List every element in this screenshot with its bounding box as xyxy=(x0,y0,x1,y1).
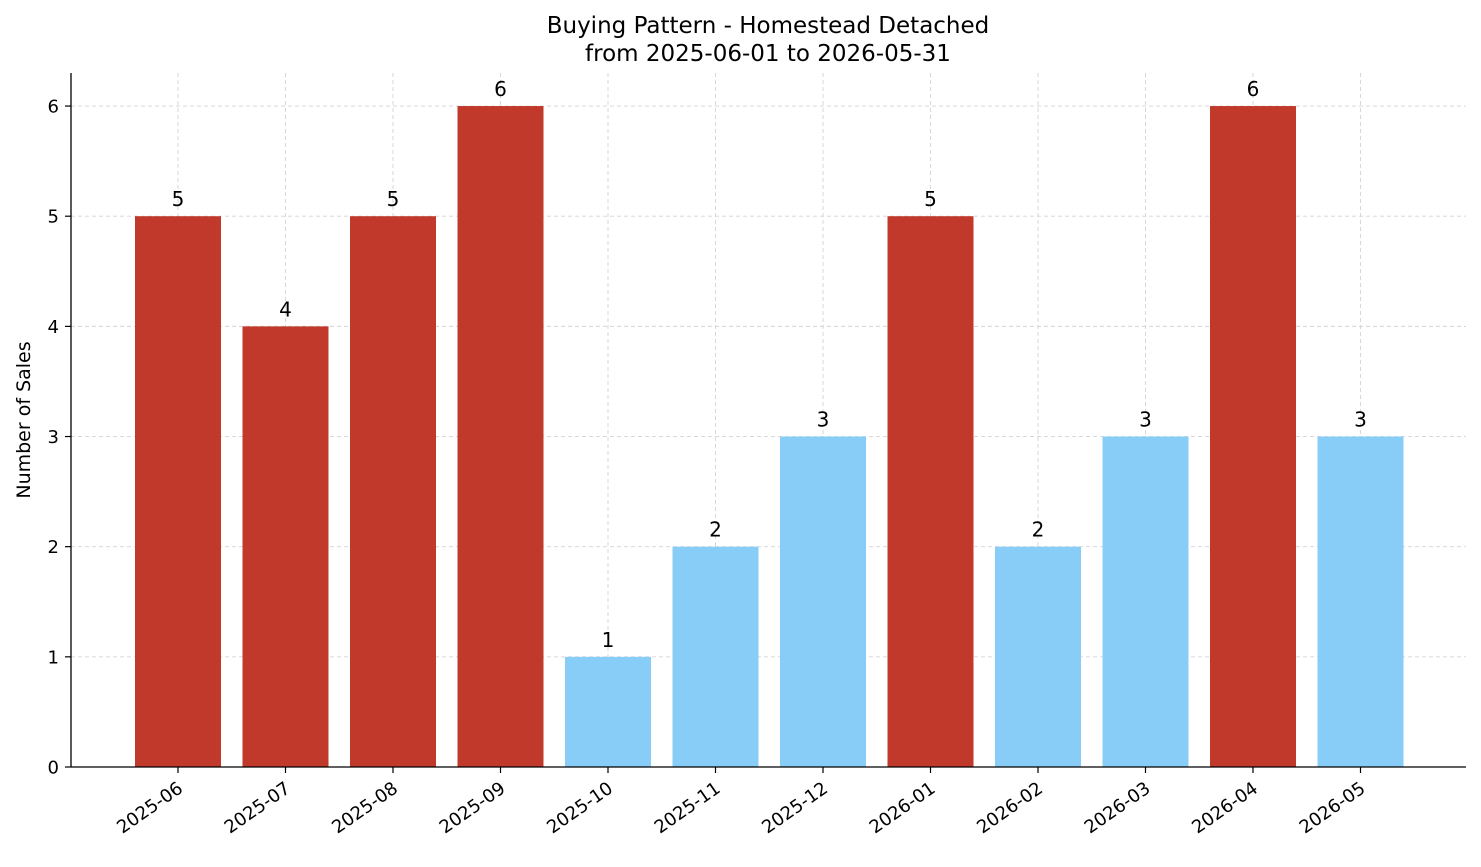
bar-2025-06 xyxy=(135,216,221,767)
chart-subtitle: from 2025-06-01 to 2026-05-31 xyxy=(585,41,951,67)
x-tick-label: 2025-09 xyxy=(436,778,510,838)
bar-value-label: 3 xyxy=(1139,408,1152,432)
axes xyxy=(70,73,1466,768)
x-tick-label: 2026-05 xyxy=(1296,778,1370,838)
bar-value-label: 1 xyxy=(602,628,615,652)
chart-title: Buying Pattern - Homestead Detached xyxy=(547,13,990,39)
x-tick-label: 2025-08 xyxy=(328,778,402,838)
bar-2025-07 xyxy=(242,326,329,767)
y-tick-label: 1 xyxy=(48,647,59,668)
x-ticks: 2025-06 2025-07 2025-08 2025-09 2025-10 2025-… xyxy=(113,767,1369,838)
x-tick-label: 2026-04 xyxy=(1188,778,1262,838)
bar-value-label: 5 xyxy=(924,187,937,211)
y-ticks: 0 1 2 3 4 5 6 xyxy=(48,97,71,779)
x-tick-label: 2025-11 xyxy=(651,778,725,838)
x-tick-label: 2026-03 xyxy=(1081,778,1155,838)
bar-value-label: 2 xyxy=(709,518,722,542)
y-tick-label: 5 xyxy=(48,207,59,228)
x-tick-label: 2026-02 xyxy=(973,778,1047,838)
bar-2025-09 xyxy=(457,106,544,768)
y-tick-label: 6 xyxy=(48,97,59,118)
bar-value-label: 5 xyxy=(172,187,185,211)
bar-value-label: 2 xyxy=(1032,518,1045,542)
bar-2025-12 xyxy=(780,436,866,767)
x-tick-label: 2025-06 xyxy=(113,778,187,838)
y-tick-label: 3 xyxy=(48,427,59,448)
x-tick-label: 2026-01 xyxy=(866,778,940,838)
data-labels: 5 4 5 6 1 2 3 5 2 3 6 3 xyxy=(172,77,1367,652)
x-tick-label: 2025-07 xyxy=(221,778,295,838)
y-axis-label: Number of Sales xyxy=(13,341,35,498)
bar-2025-10 xyxy=(565,656,651,767)
bar-2026-03 xyxy=(1102,436,1189,767)
bar-value-label: 5 xyxy=(387,187,400,211)
y-tick-label: 0 xyxy=(48,758,59,779)
bar-2026-01 xyxy=(887,216,974,767)
bar-2026-04 xyxy=(1210,106,1296,768)
bar-value-label: 3 xyxy=(1354,408,1367,432)
bar-value-label: 3 xyxy=(817,408,830,432)
y-tick-label: 4 xyxy=(48,317,59,338)
bar-value-label: 6 xyxy=(494,77,507,101)
bars xyxy=(135,106,1404,768)
bar-2025-08 xyxy=(350,216,436,767)
bar-value-label: 6 xyxy=(1247,77,1260,101)
y-tick-label: 2 xyxy=(48,537,59,558)
bar-2026-02 xyxy=(995,546,1081,767)
x-tick-label: 2025-10 xyxy=(543,778,617,838)
bar-value-label: 4 xyxy=(279,297,292,321)
bar-2025-11 xyxy=(672,546,759,767)
x-tick-label: 2025-12 xyxy=(758,778,832,838)
bar-2026-05 xyxy=(1317,436,1404,767)
